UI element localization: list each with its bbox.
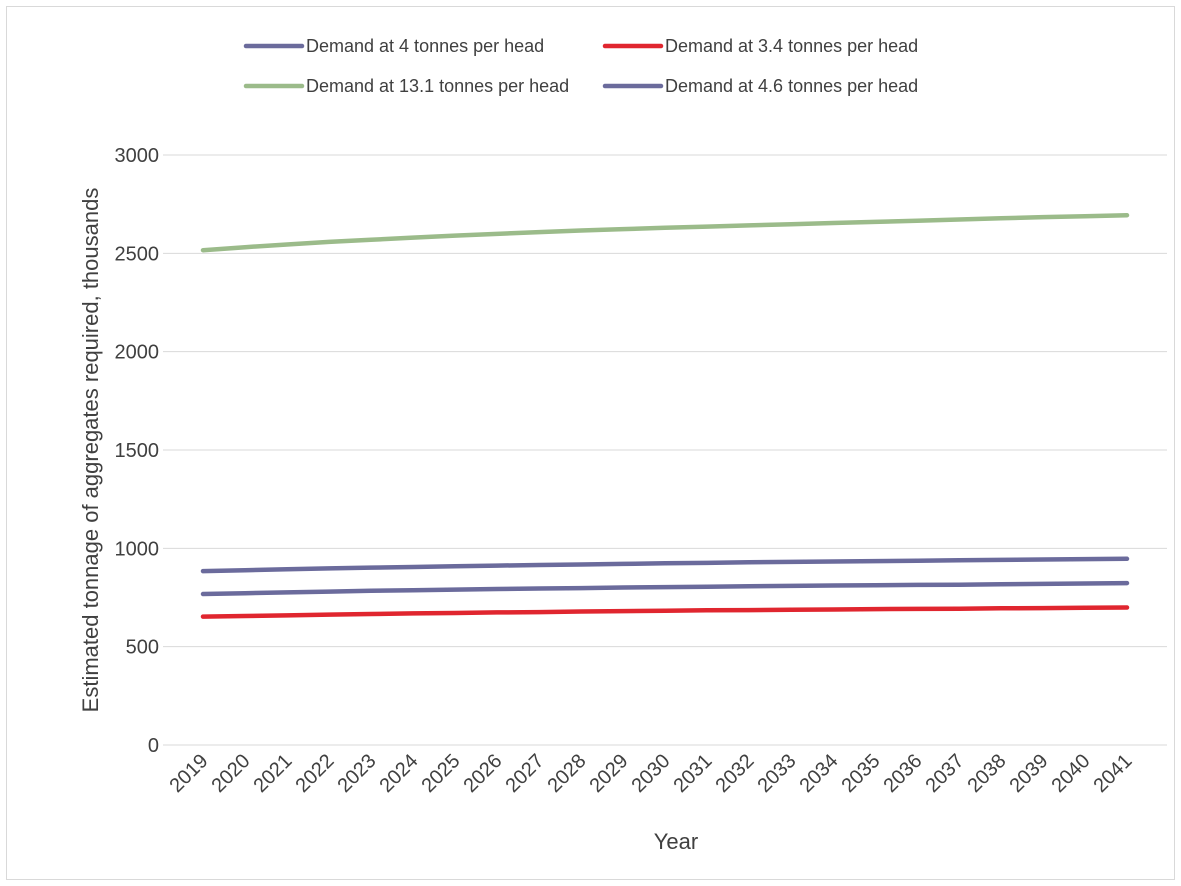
x-tick-label: 2032	[712, 750, 759, 797]
y-tick-label: 500	[126, 637, 159, 659]
x-tick-label: 2039	[1006, 750, 1053, 797]
y-axis-ticks: 0 500 1000 1500 2000 2500 3000	[115, 145, 160, 757]
series-line-2	[200, 605, 1130, 619]
x-tick-label: 2027	[502, 750, 549, 797]
x-tick-label: 2025	[418, 750, 465, 797]
x-tick-label: 2028	[544, 750, 591, 797]
y-tick-label: 3000	[115, 145, 160, 167]
x-tick-label: 2036	[880, 750, 927, 797]
x-axis-title: Year	[654, 829, 698, 854]
x-tick-label: 2021	[250, 750, 297, 797]
x-tick-label: 2019	[166, 750, 213, 797]
x-tick-label: 2041	[1090, 750, 1137, 797]
y-tick-label: 0	[148, 735, 159, 757]
y-tick-label: 2000	[115, 342, 160, 364]
y-tick-label: 1000	[115, 538, 160, 560]
legend-label: Demand at 4 tonnes per head	[306, 36, 544, 56]
legend-label: Demand at 13.1 tonnes per head	[306, 76, 569, 96]
chart-area	[6, 6, 1175, 880]
legend-label: Demand at 3.4 tonnes per head	[665, 36, 918, 56]
y-tick-label: 2500	[115, 243, 160, 265]
x-tick-label: 2026	[460, 750, 507, 797]
x-tick-label: 2024	[376, 750, 423, 797]
x-tick-label: 2038	[964, 750, 1011, 797]
x-tick-label: 2035	[838, 750, 885, 797]
x-tick-label: 2022	[292, 750, 339, 797]
x-tick-label: 2033	[754, 750, 801, 797]
x-tick-label: 2020	[208, 750, 255, 797]
series-line-4	[200, 556, 1130, 574]
legend: Demand at 4 tonnes per head Demand at 3.4…	[243, 36, 918, 96]
x-tick-label: 2030	[628, 750, 675, 797]
y-axis-title: Estimated tonnage of aggregates required…	[78, 188, 103, 713]
series-lines	[200, 212, 1130, 619]
series-line-1	[200, 580, 1130, 597]
series-line-3	[200, 212, 1130, 253]
x-tick-label: 2029	[586, 750, 633, 797]
x-tick-label: 2023	[334, 750, 381, 797]
x-tick-label: 2037	[922, 750, 969, 797]
x-axis-ticks: 2019202020212022202320242025202620272028…	[166, 750, 1137, 797]
x-tick-label: 2031	[670, 750, 717, 797]
x-tick-label: 2034	[796, 750, 843, 797]
x-tick-label: 2040	[1048, 750, 1095, 797]
gridlines	[163, 154, 1167, 746]
y-tick-label: 1500	[115, 440, 160, 462]
legend-label: Demand at 4.6 tonnes per head	[665, 76, 918, 96]
